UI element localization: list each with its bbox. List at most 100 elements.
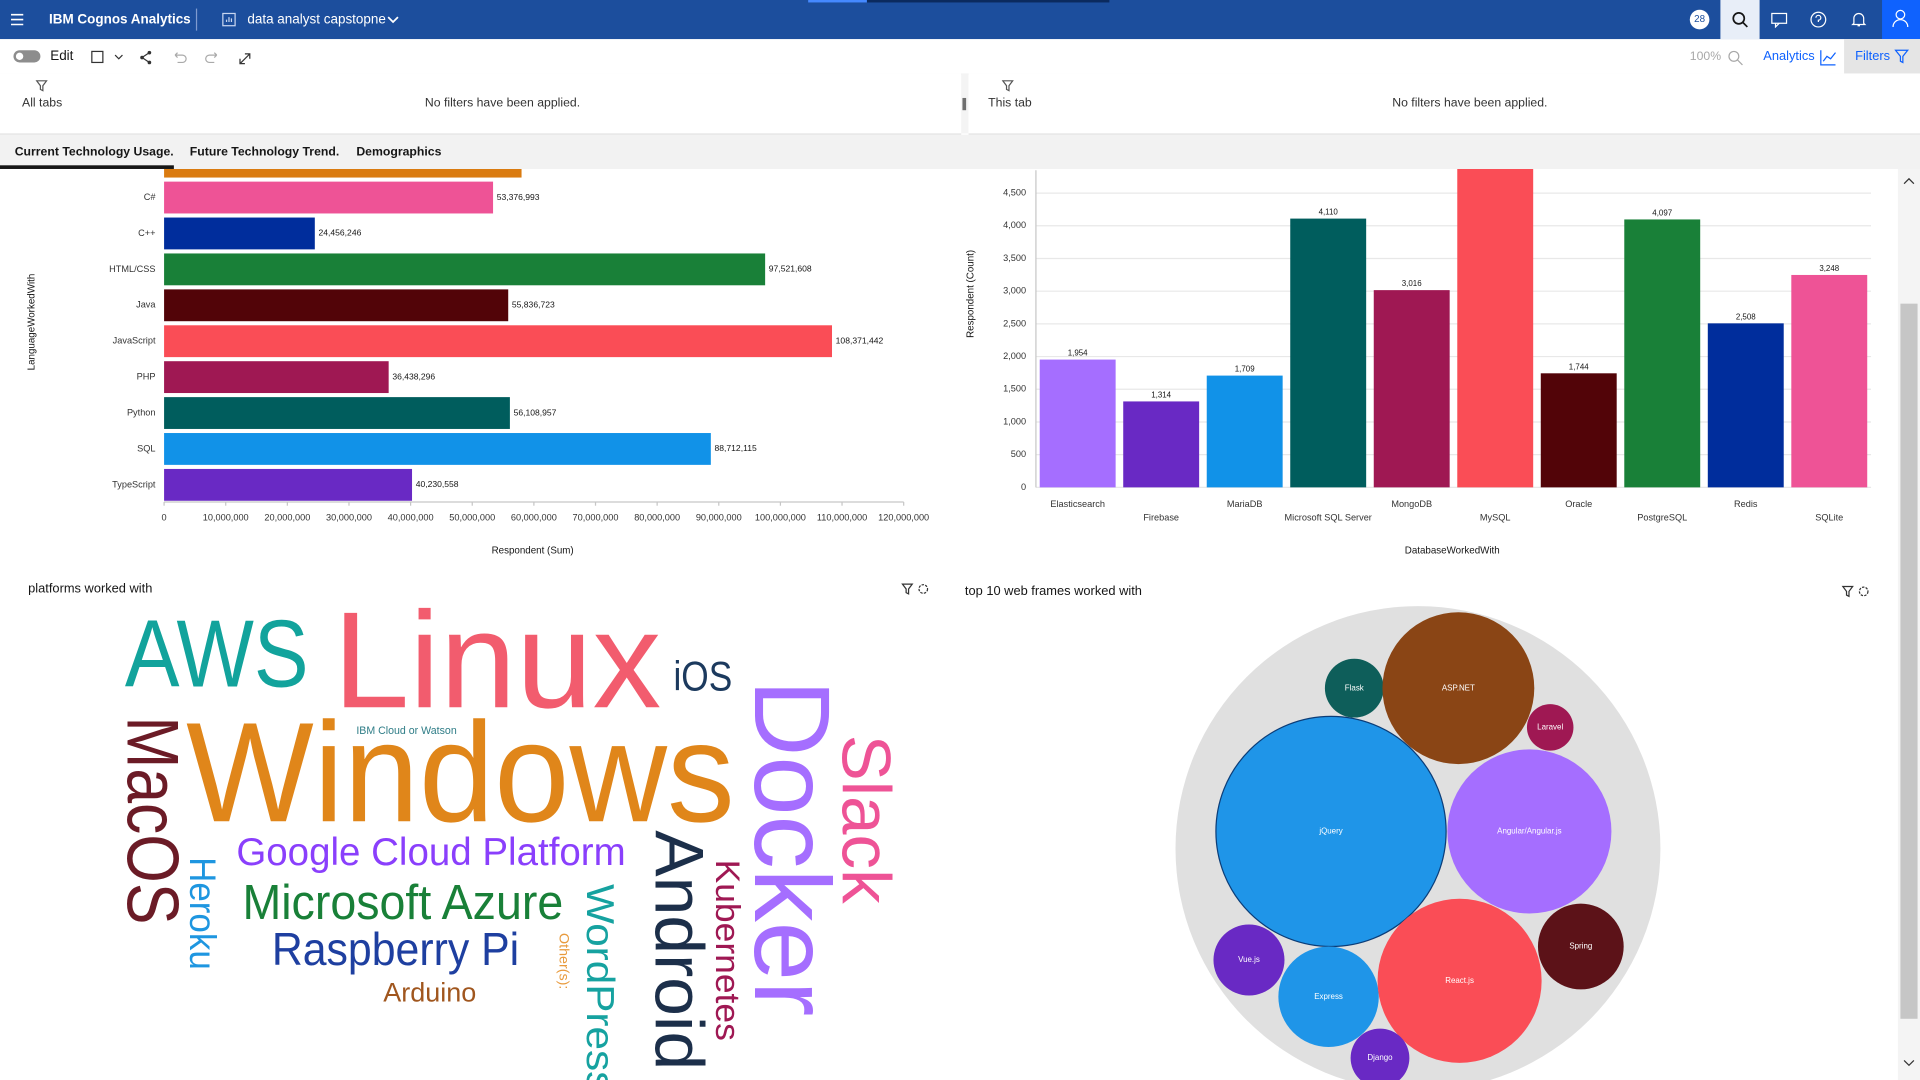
value-label: 40,230,558 [416, 479, 459, 489]
badge[interactable]: 28 [1689, 9, 1710, 30]
bubble-label: Django [1367, 1053, 1393, 1062]
chart-title: platforms worked with [28, 580, 152, 595]
bar[interactable] [164, 468, 413, 501]
report-icon [222, 12, 236, 27]
bubble[interactable] [1526, 704, 1574, 751]
bar[interactable] [164, 289, 509, 322]
x-tick-label: 60,000,000 [511, 512, 557, 522]
settings-icon[interactable] [1858, 586, 1869, 597]
y-tick-label: 500 [1011, 449, 1026, 459]
edit-label: Edit [50, 48, 74, 64]
panel-divider[interactable] [961, 73, 969, 134]
bar[interactable] [164, 217, 315, 250]
y-tick-label: PHP [137, 372, 156, 382]
x-tick-label: 40,000,000 [388, 512, 434, 522]
bubble-label: Express [1314, 992, 1343, 1001]
x-tick-label: 10,000,000 [203, 512, 249, 522]
menu-icon[interactable] [10, 12, 25, 27]
y-tick-label: 3,000 [1003, 286, 1026, 296]
bar[interactable] [1457, 168, 1534, 488]
search-button[interactable] [1720, 0, 1760, 40]
bar[interactable] [164, 397, 510, 429]
x-tick-label: PostgreSQL [1637, 512, 1687, 522]
bar[interactable] [1624, 219, 1701, 488]
edit-toggle[interactable] [13, 50, 41, 63]
bar[interactable] [1123, 401, 1200, 488]
word: Microsoft Azure [242, 876, 563, 930]
tab[interactable]: Future Technology Trend. [189, 145, 340, 160]
filter-scope: All tabs [22, 96, 63, 111]
bar[interactable] [164, 181, 494, 214]
word: WordPress [578, 884, 621, 1080]
settings-icon[interactable] [918, 584, 929, 594]
analytics-button[interactable]: Analytics [1763, 48, 1815, 64]
y-tick-label: Java [136, 300, 156, 310]
zoom-icon[interactable] [1727, 49, 1744, 66]
bubble[interactable] [1350, 1028, 1410, 1080]
bar[interactable] [164, 253, 766, 286]
filter-icon[interactable] [1841, 585, 1854, 598]
value-label: 108,371,442 [836, 335, 884, 345]
x-tick-label: 0 [162, 512, 167, 522]
word: AWS [125, 601, 309, 707]
filter-icon[interactable] [901, 583, 914, 595]
y-tick-label: HTML/CSS [109, 264, 155, 274]
bar[interactable] [164, 433, 711, 465]
value-label: 3,016 [1402, 279, 1422, 288]
help-icon[interactable] [1810, 11, 1827, 28]
y-tick-label: C# [144, 192, 157, 202]
toolbar-icons[interactable] [91, 49, 262, 66]
bar[interactable] [1373, 290, 1450, 488]
bubble[interactable] [1213, 924, 1285, 996]
bar[interactable] [1206, 375, 1283, 488]
word: Raspberry Pi [272, 923, 519, 975]
value-label: 1,709 [1235, 365, 1255, 374]
bar[interactable] [1707, 323, 1784, 488]
report-name[interactable]: data analyst capstopne [247, 12, 386, 27]
user-button[interactable] [1882, 0, 1920, 40]
word: iOS [673, 653, 732, 700]
tab[interactable]: Demographics [356, 145, 442, 160]
header: IBM Cognos Analytics data analyst capsto… [0, 0, 1920, 40]
bar[interactable] [1540, 373, 1617, 488]
filter-panel-all: All tabs No filters have been applied. [0, 73, 962, 135]
bubble[interactable] [1537, 903, 1624, 990]
scrollbar[interactable] [1897, 168, 1920, 1080]
y-tick-label: 1,000 [1003, 416, 1026, 426]
filter-panel-tab: This tab No filters have been applied. [968, 73, 1920, 135]
word: Arduino [383, 977, 476, 1007]
bar[interactable] [1290, 218, 1367, 488]
bubble[interactable] [1377, 898, 1542, 1063]
bubble[interactable] [1382, 612, 1535, 765]
value-label: 88,712,115 [715, 443, 757, 453]
value-label: 53,376,993 [497, 192, 540, 202]
chat-icon[interactable] [1771, 11, 1788, 29]
tab-indicator [808, 0, 867, 3]
bubble[interactable] [1215, 715, 1447, 948]
y-tick-label: JavaScript [113, 336, 156, 346]
bar[interactable] [1791, 274, 1868, 488]
bar[interactable] [164, 325, 833, 358]
word: Slack [828, 735, 905, 905]
word: MacOS [112, 716, 195, 924]
tab-indicator [866, 0, 1110, 3]
bubble[interactable] [1278, 946, 1379, 1047]
notification-icon[interactable] [1850, 11, 1867, 28]
filter-scope: This tab [988, 96, 1032, 111]
tab-underline [0, 165, 174, 169]
y-tick-label: 2,000 [1003, 351, 1026, 361]
filter-message: No filters have been applied. [424, 96, 581, 111]
y-tick-label: 4,500 [1003, 188, 1026, 198]
bar[interactable] [1039, 359, 1116, 488]
filter-icon [1894, 49, 1909, 64]
chevron[interactable] [387, 13, 399, 25]
bar[interactable] [164, 361, 389, 394]
filters-button[interactable]: Filters [1844, 39, 1920, 74]
tab-active[interactable]: Current Technology Usage. [14, 145, 174, 160]
x-tick-label: Redis [1734, 499, 1758, 509]
value-label: 2,508 [1736, 312, 1756, 321]
bubble-label: Laravel [1537, 722, 1563, 731]
bar[interactable] [164, 168, 522, 178]
bubble[interactable] [1447, 749, 1612, 914]
bubble[interactable] [1324, 658, 1384, 718]
